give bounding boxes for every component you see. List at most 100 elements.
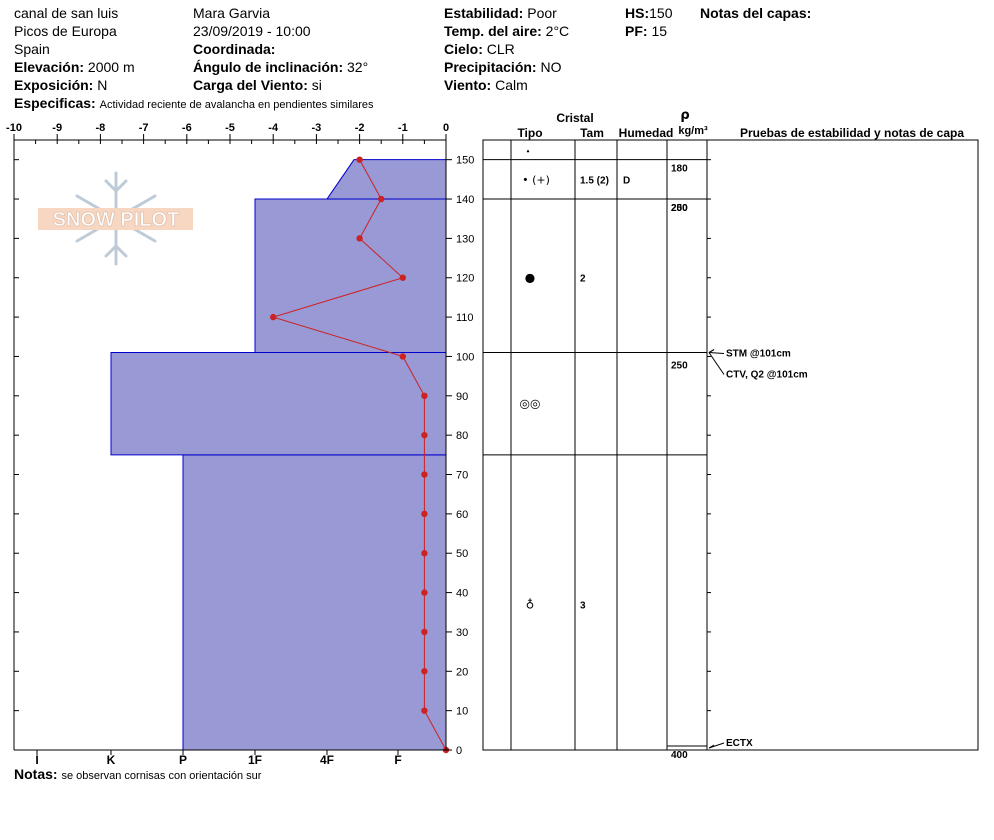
temp-tick-label: -6 [182,122,192,134]
height-tick-label: 10 [456,706,468,718]
pf: PF: 15 [625,22,667,40]
stability: Estabilidad: Poor [444,4,557,22]
slope-angle: Ángulo de inclinación: 32° [193,58,368,76]
hardness-tick-label: 1F [248,753,262,767]
temperature-point [421,550,428,557]
hardness-tick-label: F [394,753,401,767]
height-tick-label: 80 [456,430,468,442]
temperature-point [421,628,428,636]
stability-test-label: ECTX [726,738,753,749]
density-value: 250 [671,203,688,214]
height-tick-label: 60 [456,509,468,521]
temperature-point [270,313,277,321]
height-tick-label: 90 [456,391,468,403]
hardness-tick-label: P [179,753,187,767]
crystal-header: Cristal [556,111,593,125]
temperature-point [356,156,363,163]
temperature-point [399,353,406,360]
temperature-point [421,668,428,675]
tests-header: Pruebas de estabilidad y notas de capa [740,126,964,140]
hardness-tick-label: K [107,753,116,767]
air-temp-value: 2°C [545,23,570,39]
height-tick-label: 0 [456,745,462,757]
hs-value: 150 [649,5,673,21]
region: Picos de Europa [14,23,117,39]
hardness-layer [254,198,447,354]
crystal-type: ◎◎ [520,397,541,411]
moisture-header: Humedad [619,126,674,140]
specifics-label: Especificas: [14,95,96,111]
temperature-line [271,159,447,751]
wind-load: Carga del Viento: si [193,76,322,94]
test-arrowhead [708,744,715,749]
elevation-value: 2000 m [87,59,135,75]
temp-tick-label: -2 [355,122,365,134]
precipitation: Precipitación: NO [444,58,561,76]
temperature-point [421,431,428,439]
elevation-label: Elevación: [14,59,85,75]
density-value: 180 [671,163,688,174]
height-tick-label: 120 [456,273,474,285]
crystal-size: 1.5 (2) [580,175,609,186]
temp-tick-label: -5 [225,122,235,134]
temperature-point [421,707,428,714]
height-tick-label: 130 [456,233,474,245]
elevation: Elevación: 2000 m [14,58,135,76]
height-tick-label: 40 [456,588,468,600]
height-tick-label: 50 [456,548,468,560]
hardness-layer [110,352,447,456]
temp-tick-label: -10 [6,122,22,134]
pf-value: 15 [651,23,668,39]
wind: Viento: Calm [444,76,528,94]
height-tick-label: 30 [456,627,468,639]
test-arrow [708,742,725,749]
test-arrow [708,352,725,375]
wind-load-label: Carga del Viento: [193,77,308,93]
wind-load-value: si [311,77,322,93]
crystal-size: 3 [580,600,586,611]
layer-notes-label: Notas del capas: [700,5,812,21]
air-temp: Temp. del aire: 2°C [444,22,569,40]
notes-value: se observan cornisas con orientación sur [61,770,262,782]
coordinate-label: Coordinada: [193,41,276,57]
temperature-profile [270,156,450,754]
size-header: Tam [580,126,604,140]
observer: Mara Garvia [193,5,271,21]
location: canal de san luis [14,5,119,21]
specifics: Especificas: Actividad reciente de avala… [14,94,374,114]
temp-tick-label: 0 [443,122,449,134]
temp-tick-label: -9 [52,122,62,134]
density-column [666,139,708,751]
temperature-point [421,510,428,518]
stability-test-label: STM @101cm [726,349,791,360]
temperature-point [421,589,428,596]
exposure-label: Exposición: [14,77,94,93]
hardness-layer [326,159,447,200]
height-tick-label: 100 [456,351,474,363]
temp-tick-label: -7 [139,122,149,134]
hardness-layers [110,159,447,751]
hardness-layer [182,454,447,751]
footer-notes: Notas: se observan cornisas con orientac… [14,765,261,785]
crystal-type: ♁ [526,597,535,611]
type-header: Tipo [517,126,542,140]
stability-test-label: CTV, Q2 @101cm [726,370,808,381]
rho-header: ρ [680,108,689,123]
temp-tick-label: -4 [268,122,279,134]
country: Spain [14,41,50,57]
density-unit-header: kg/m³ [678,125,708,137]
height-tick-label: 150 [456,155,474,167]
slope-label: Ángulo de inclinación: [193,59,344,75]
sky-value: CLR [486,41,515,57]
specifics-value: Actividad reciente de avalancha en pendi… [99,99,374,111]
height-tick-label: 140 [456,194,474,206]
exposure-value: N [97,77,108,93]
wind-label: Viento: [444,77,492,93]
surface-crystal-symbol: • [526,148,531,157]
exposure: Exposición: N [14,76,107,94]
temperature-point [356,235,363,242]
air-temp-label: Temp. del aire: [444,23,542,39]
density-value: 200 [671,203,688,214]
